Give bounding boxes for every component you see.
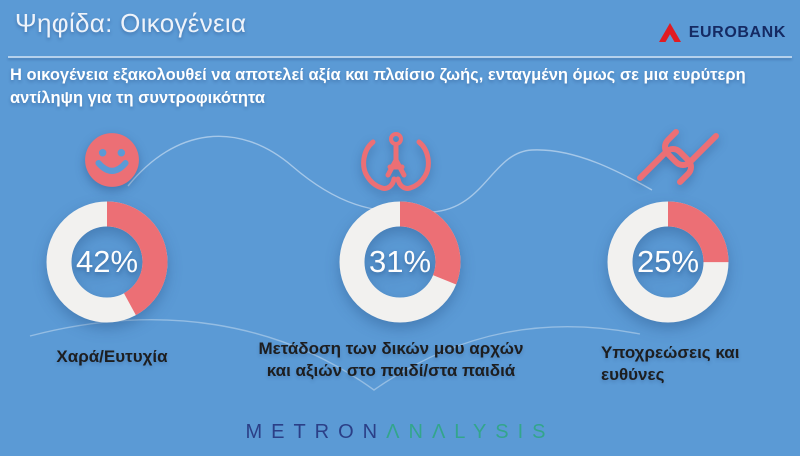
donut-chart-3: 25% (606, 200, 730, 324)
donut-value-arc (46, 201, 168, 323)
donut-chart-1: 42% (45, 200, 169, 324)
metron-analysis-logo: METRON ΛNΛLYSIS (0, 421, 800, 444)
eurobank-wordmark: EUROBANK (688, 24, 786, 41)
smiley-face-icon (83, 131, 141, 194)
hands-holding-child-icon (353, 129, 439, 200)
donut-value-arc (607, 201, 729, 323)
eurobank-logo: EUROBANK (658, 22, 786, 44)
donut-value-arc (339, 201, 461, 323)
eurobank-mark-icon (658, 23, 681, 42)
page-title: Ψηφίδα: Οικογένεια (15, 8, 247, 38)
header-divider (8, 56, 792, 58)
analysis-wordmark: ΛNΛLYSIS (386, 421, 555, 443)
chart-label-3: Υποχρεώσεις και ευθύνες (601, 343, 740, 385)
interlocked-hands-icon (632, 126, 724, 193)
chart-label-1: Χαρά/Ευτυχία (56, 347, 168, 366)
page-subtitle: Η οικογένεια εξακολουθεί να αποτελεί αξί… (10, 66, 746, 108)
donut-percent: 25% (636, 244, 700, 279)
donut-percent: 42% (75, 244, 139, 279)
donut-chart-2: 31% (338, 200, 462, 324)
chart-label-2: Μετάδοση των δικών μου αρχών και αξιών σ… (258, 339, 524, 381)
donut-percent: 31% (368, 244, 432, 279)
metron-wordmark: METRON (245, 421, 387, 443)
